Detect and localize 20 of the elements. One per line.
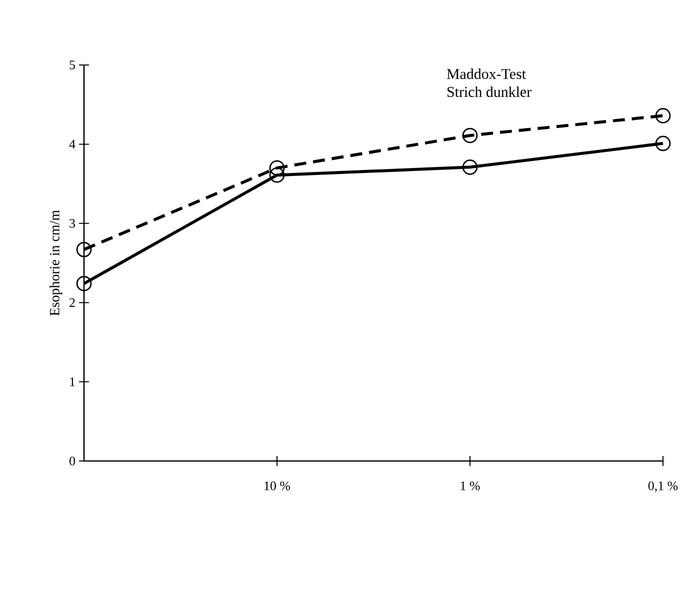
y-tick-label: 5	[70, 60, 75, 70]
point	[655, 136, 671, 152]
chart-title: Maddox-Test	[446, 68, 526, 80]
y-tick-label: 1	[70, 378, 75, 386]
y-tick-label: 4	[69, 140, 76, 148]
x-tick-label: 1 %	[460, 481, 480, 490]
x-tick-label: 10 %	[264, 481, 290, 490]
point	[462, 128, 478, 144]
point	[76, 242, 92, 258]
x-tick-label: 0,1 %	[648, 481, 678, 492]
text: Strich dunkler	[448, 86, 532, 97]
point	[655, 108, 671, 124]
y-tick-label: 2	[70, 298, 75, 307]
y-tick-label: 0	[70, 456, 76, 466]
point	[462, 159, 478, 175]
point	[269, 160, 285, 176]
point	[269, 167, 285, 183]
point	[76, 276, 92, 292]
y-tick-label: 3	[70, 219, 75, 228]
y-axis-title: Esophorie in cm/m	[50, 210, 62, 316]
